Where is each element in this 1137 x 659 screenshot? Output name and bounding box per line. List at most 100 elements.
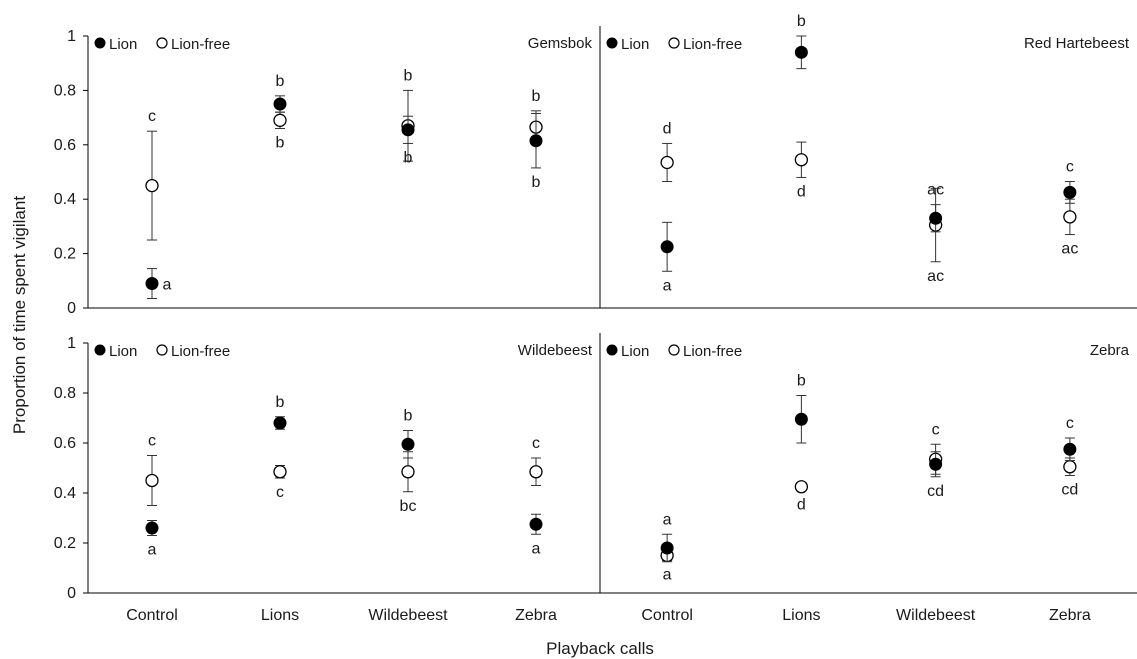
lionfree-significance-letter: c [532, 435, 540, 452]
lionfree-significance-letter: c [276, 484, 284, 501]
lionfree-significance-letter: d [797, 183, 806, 200]
lionfree-significance-letter: d [797, 497, 806, 514]
x-tick-label: Zebra [515, 607, 557, 624]
legend-lionfree-marker [156, 37, 168, 49]
y-tick-label: 0.4 [54, 485, 76, 502]
lionfree-significance-letter: c [932, 421, 940, 438]
lion-point [401, 437, 415, 451]
y-tick-label: 0.6 [54, 137, 76, 154]
lion-significance-letter: b [532, 174, 541, 191]
lion-significance-letter: b [404, 408, 413, 425]
y-tick-label: 0 [67, 585, 76, 602]
lionfree-significance-letter: b [532, 88, 541, 105]
y-tick-label: 0.6 [54, 435, 76, 452]
panel-title: Wildebeest [518, 342, 593, 359]
lion-point [145, 277, 159, 291]
lionfree-point [794, 480, 809, 494]
y-tick-label: 0.4 [54, 191, 76, 208]
panel-title: Zebra [1090, 342, 1130, 359]
lionfree-significance-letter: d [663, 120, 672, 137]
lion-point [794, 412, 808, 426]
x-tick-label: Lions [782, 607, 820, 624]
x-tick-label: Zebra [1049, 607, 1091, 624]
legend-lionfree-label: Lion-free [171, 36, 230, 53]
legend-lionfree-label: Lion-free [171, 343, 230, 360]
legend-lionfree-label: Lion-free [683, 36, 742, 53]
panel-title: Gemsbok [528, 35, 593, 52]
y-tick-label: 0.8 [54, 385, 76, 402]
lion-significance-letter: b [276, 394, 285, 411]
lion-point [273, 416, 287, 430]
x-tick-label: Wildebeest [896, 607, 976, 624]
lionfree-significance-letter: c [148, 108, 156, 125]
lion-significance-letter: c [1066, 159, 1074, 176]
y-tick-label: 0.8 [54, 82, 76, 99]
lionfree-point [794, 153, 809, 167]
lionfree-point [1063, 460, 1077, 474]
legend-lionfree-marker [668, 37, 680, 49]
lionfree-point [660, 155, 674, 170]
lion-significance-letter: ac [927, 182, 944, 199]
lion-significance-letter: b [797, 13, 806, 30]
lion-significance-letter: a [532, 540, 541, 557]
lion-point [794, 45, 808, 59]
lionfree-point [145, 473, 159, 488]
lionfree-significance-letter: cd [1061, 482, 1078, 499]
legend-lion-marker [606, 344, 618, 356]
legend-lionfree-marker [668, 344, 680, 356]
lion-point [273, 97, 287, 111]
lionfree-point [273, 465, 287, 479]
legend-lion-label: Lion [109, 36, 137, 53]
lion-point [660, 240, 674, 254]
lionfree-point [401, 465, 415, 479]
x-tick-label: Lions [261, 607, 299, 624]
lionfree-significance-letter: bc [400, 498, 417, 515]
y-axis-title: Proportion of time spent vigilant [10, 196, 29, 434]
lionfree-significance-letter: b [404, 67, 413, 84]
legend-lionfree-label: Lion-free [683, 343, 742, 360]
lion-point [529, 517, 543, 531]
lion-point [660, 541, 674, 555]
lionfree-significance-letter: a [663, 567, 672, 584]
x-axis-title: Playback calls [546, 639, 654, 658]
lion-significance-letter: c [1066, 415, 1074, 432]
lionfree-significance-letter: ac [927, 268, 944, 285]
lion-significance-letter: a [148, 542, 157, 559]
x-tick-label: Control [126, 607, 178, 624]
y-tick-label: 0.2 [54, 535, 76, 552]
lionfree-point [1063, 210, 1077, 224]
legend-lion-label: Lion [621, 36, 649, 53]
lion-significance-letter: b [404, 149, 413, 166]
lion-point [529, 134, 543, 148]
lion-significance-letter: cd [927, 483, 944, 500]
lionfree-point [145, 178, 159, 193]
lion-significance-letter: a [663, 511, 672, 528]
lion-point [401, 123, 415, 137]
panel-title: Red Hartebeest [1024, 35, 1130, 52]
legend-lionfree-marker [156, 344, 168, 356]
lion-point [929, 211, 943, 225]
y-tick-label: 1 [67, 28, 76, 45]
y-tick-label: 1 [67, 335, 76, 352]
lionfree-point [273, 113, 287, 127]
lion-significance-letter: a [663, 277, 672, 294]
lionfree-significance-letter: ac [1061, 241, 1078, 258]
legend-lion-marker [606, 37, 618, 49]
lion-point [145, 521, 159, 535]
legend-lion-marker [94, 344, 106, 356]
lion-significance-letter: a [163, 277, 172, 294]
y-tick-label: 0 [67, 300, 76, 317]
lion-point [1063, 442, 1077, 456]
legend-lion-label: Lion [109, 343, 137, 360]
legend-lion-marker [94, 37, 106, 49]
lion-significance-letter: b [276, 73, 285, 90]
x-tick-label: Wildebeest [368, 607, 448, 624]
lion-point [929, 457, 943, 471]
x-tick-label: Control [641, 607, 693, 624]
y-tick-label: 0.2 [54, 246, 76, 263]
legend-lion-label: Lion [621, 343, 649, 360]
lion-point [1063, 185, 1077, 199]
lionfree-significance-letter: c [148, 433, 156, 450]
